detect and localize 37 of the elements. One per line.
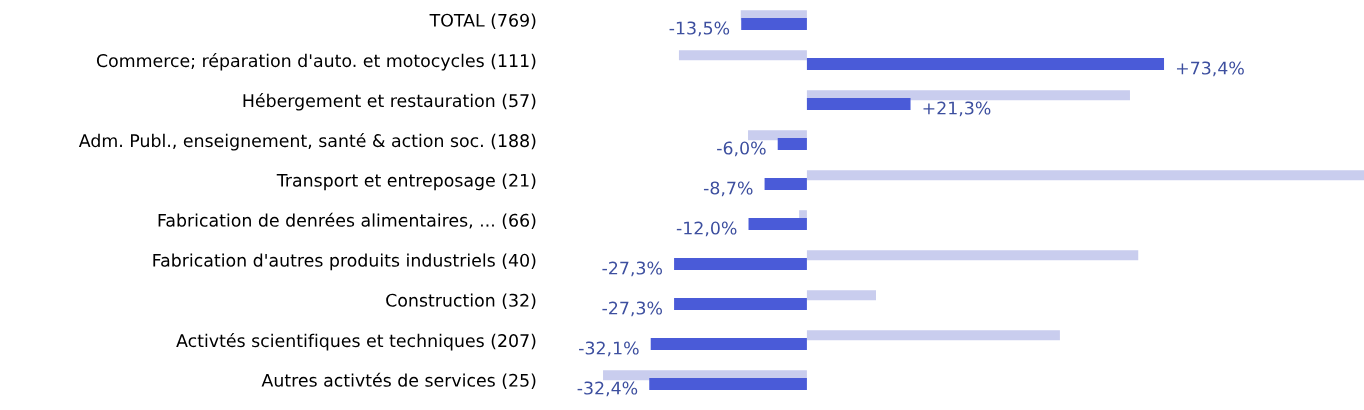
bar xyxy=(806,330,1060,341)
data-label: -13,5% xyxy=(669,21,730,37)
y-tick-label: Construction (32) xyxy=(386,293,536,309)
bar xyxy=(748,218,807,230)
bar xyxy=(806,90,1130,101)
bar xyxy=(741,18,807,30)
y-tick-label: TOTAL (769) xyxy=(429,13,536,29)
data-label: -32,4% xyxy=(577,381,638,397)
bar xyxy=(777,138,807,150)
data-label: -12,0% xyxy=(676,221,737,237)
y-tick-label: Fabrication d'autres produits industriels (40) xyxy=(153,253,536,271)
bar xyxy=(674,258,807,270)
data-label: +21,3% xyxy=(923,101,991,117)
bar xyxy=(678,50,807,61)
y-tick-label: Adm. Publ., enseignement, santé & action soc. (188) xyxy=(78,133,536,151)
bar xyxy=(806,250,1139,261)
y-tick-label: Transport et entreposage (21) xyxy=(276,173,536,191)
y-tick-label: Hébergement et restauration (57) xyxy=(243,93,536,111)
bar xyxy=(806,98,911,110)
data-label: -27,3% xyxy=(602,301,663,317)
bar xyxy=(649,378,807,390)
y-tick-label: Activtés scientifiques et techniques (207) xyxy=(176,333,536,351)
data-label: -8,7% xyxy=(703,181,753,197)
data-label: +73,4% xyxy=(1176,61,1244,77)
bar xyxy=(748,130,807,141)
bar xyxy=(806,290,876,301)
data-label: -27,3% xyxy=(602,261,663,277)
bar xyxy=(764,178,807,190)
bar xyxy=(806,58,1165,70)
y-tick-label: Autres activtés de services (25) xyxy=(261,372,536,389)
data-label: -32,1% xyxy=(579,341,639,357)
y-tick-label: Commerce; réparation d'auto. et motocycles (111) xyxy=(96,53,536,71)
bar xyxy=(806,170,1364,181)
bar xyxy=(674,298,807,310)
data-label: -6,0% xyxy=(717,141,766,157)
bar xyxy=(650,338,807,350)
y-tick-label: Fabrication de denrées alimentaires, ... (66) xyxy=(158,212,536,229)
